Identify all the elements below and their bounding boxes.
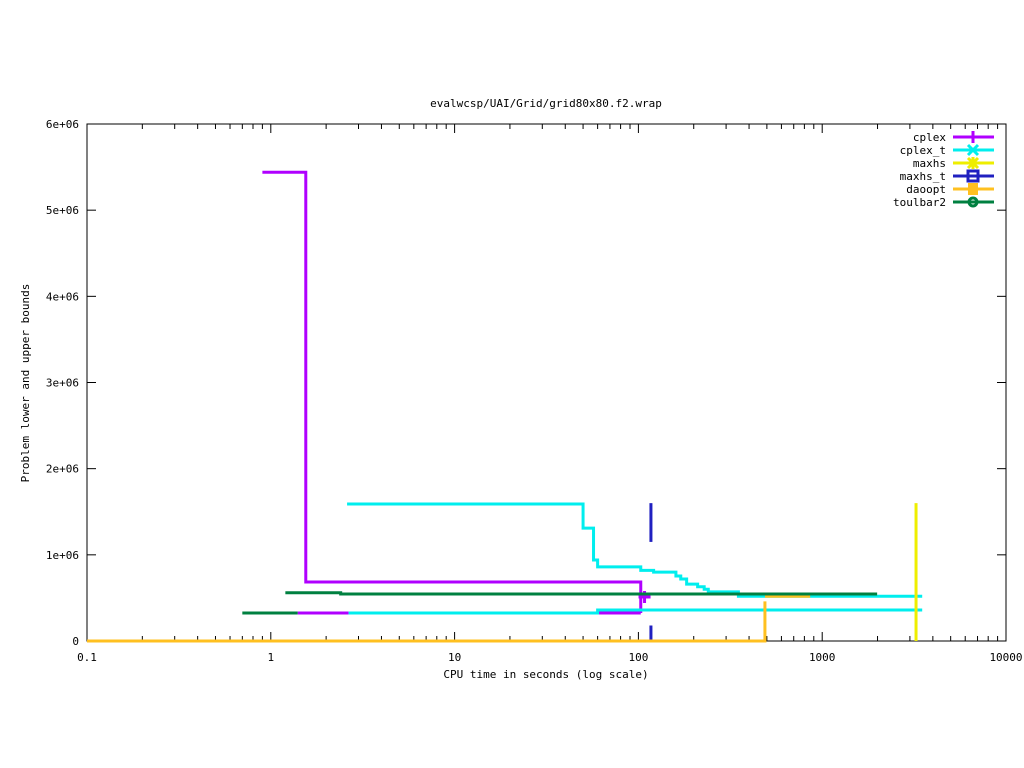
plot-frame bbox=[86, 123, 1007, 642]
x-tick-label: 100 bbox=[628, 651, 648, 664]
x-tick-label: 10000 bbox=[989, 651, 1022, 664]
legend-label: maxhs bbox=[913, 157, 946, 170]
series-line-daoopt bbox=[87, 601, 767, 643]
legend-marker-cplex bbox=[967, 131, 979, 143]
legend-marker-daoopt bbox=[968, 183, 978, 195]
legend-marker-toulbar2 bbox=[967, 196, 979, 208]
x-tick-label: 1000 bbox=[809, 651, 836, 664]
legend-label: daoopt bbox=[906, 183, 946, 196]
legend-marker-maxhs_t bbox=[966, 169, 980, 183]
chart-title: evalwcsp/UAI/Grid/grid80x80.f2.wrap bbox=[430, 97, 662, 110]
y-axis-label: Problem lower and upper bounds bbox=[19, 284, 32, 483]
y-tick-label: 5e+06 bbox=[46, 204, 79, 217]
y-tick-label: 2e+06 bbox=[46, 463, 79, 476]
y-tick-label: 3e+06 bbox=[46, 377, 79, 390]
x-tick-label: 0.1 bbox=[77, 651, 97, 664]
series-line-cplex_t bbox=[348, 608, 923, 615]
y-tick-label: 4e+06 bbox=[46, 290, 79, 303]
y-tick-label: 1e+06 bbox=[46, 549, 79, 562]
legend-label: cplex_t bbox=[900, 144, 946, 157]
legend-label: maxhs_t bbox=[900, 170, 946, 183]
x-tick-label: 10 bbox=[448, 651, 461, 664]
y-tick-label: 0 bbox=[72, 635, 79, 648]
x-tick-label: 1 bbox=[267, 651, 274, 664]
y-tick-label: 6e+06 bbox=[46, 118, 79, 131]
legend-marker-maxhs bbox=[966, 156, 980, 170]
series-line-cplex bbox=[262, 170, 643, 613]
legend-label: cplex bbox=[913, 131, 946, 144]
legend-label: toulbar2 bbox=[893, 196, 946, 209]
x-axis-label: CPU time in seconds (log scale) bbox=[443, 668, 648, 681]
series-line-cplex_t bbox=[347, 502, 923, 598]
legend-marker-cplex_t bbox=[966, 143, 980, 157]
series-line-toulbar2 bbox=[285, 591, 878, 596]
